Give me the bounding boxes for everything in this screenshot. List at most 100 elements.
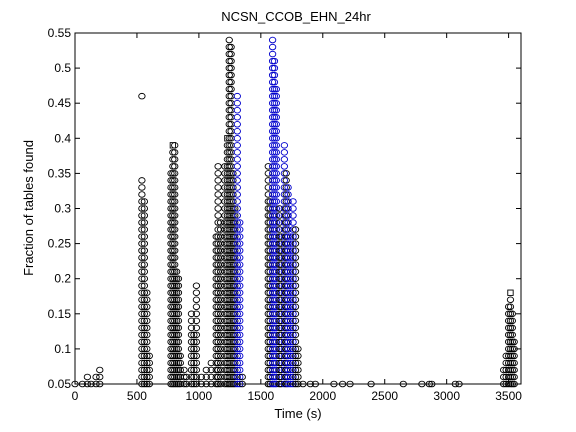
data-point [286, 240, 295, 247]
data-point [291, 338, 300, 346]
data-point [227, 78, 235, 86]
data-point [172, 268, 181, 275]
data-point [214, 205, 222, 212]
data-point [272, 261, 280, 268]
data-point [143, 345, 151, 353]
data-point [284, 184, 292, 191]
data-point [187, 373, 196, 381]
data-point [291, 310, 300, 318]
data-point [138, 310, 146, 318]
data-point [272, 170, 280, 177]
data-point [231, 233, 239, 240]
data-point [138, 331, 146, 339]
data-point [272, 331, 280, 339]
data-point [272, 163, 280, 170]
data-point [140, 359, 149, 367]
data-point [286, 303, 295, 311]
chart-title: NCSN_CCOB_EHN_24hr [221, 9, 371, 24]
data-point [508, 310, 516, 318]
data-point [227, 85, 235, 93]
data-point [140, 373, 149, 381]
data-point [138, 289, 146, 296]
data-point [272, 177, 280, 184]
data-point [284, 352, 292, 360]
data-point [291, 247, 300, 254]
data-point [508, 331, 516, 339]
data-point [236, 338, 244, 346]
data-point [286, 317, 295, 325]
data-point [171, 198, 179, 205]
y-tick-label: 0.55 [48, 26, 72, 40]
data-point [289, 268, 297, 275]
data-point [291, 282, 300, 289]
data-point [289, 317, 297, 325]
data-point [138, 366, 146, 374]
data-point [233, 142, 241, 149]
data-point [284, 366, 292, 374]
data-point [143, 373, 151, 381]
data-point [171, 177, 179, 184]
data-point [197, 373, 206, 381]
data-point [233, 261, 241, 268]
data-point [143, 352, 151, 360]
data-point [272, 121, 280, 128]
data-point [233, 135, 241, 142]
x-tick-label: 3500 [495, 389, 522, 403]
data-point [272, 142, 280, 149]
data-point [227, 64, 235, 72]
data-point [143, 289, 151, 296]
data-point [291, 226, 300, 233]
data-point [171, 205, 179, 212]
data-point [140, 296, 149, 304]
data-point [236, 226, 244, 233]
data-point [506, 296, 515, 304]
data-point [233, 338, 241, 346]
data-point [286, 352, 295, 360]
data-point [231, 345, 239, 353]
data-point [272, 184, 280, 191]
data-point [140, 331, 149, 339]
data-point [171, 261, 179, 268]
x-tick-label: 500 [127, 389, 147, 403]
data-point [233, 99, 241, 107]
data-point [138, 296, 146, 304]
data-point [280, 163, 289, 170]
data-point [289, 198, 297, 205]
data-point [180, 366, 188, 374]
data-point [284, 198, 292, 205]
data-point [138, 205, 146, 212]
y-axis-label: Fraction of tables found [21, 140, 36, 276]
data-point [192, 359, 201, 367]
data-point [174, 317, 183, 325]
y-tick-label: 0.15 [48, 307, 72, 321]
data-point [182, 373, 191, 381]
x-axis: 0 500 1000 1500 2000 2500 3000 3500 [72, 33, 522, 403]
data-point [192, 352, 201, 360]
data-point [289, 282, 297, 289]
data-point [236, 296, 244, 304]
data-point [190, 338, 198, 346]
data-point [231, 226, 239, 233]
x-tick-label: 3000 [433, 389, 460, 403]
data-point [289, 254, 297, 261]
data-point [231, 282, 239, 289]
data-point [171, 191, 179, 198]
data-point [233, 156, 241, 163]
data-point [138, 324, 146, 332]
data-point [224, 135, 231, 142]
data-point [236, 331, 244, 339]
data-point [507, 289, 514, 296]
data-point [138, 303, 146, 311]
data-point [272, 254, 280, 261]
data-point [272, 317, 280, 325]
data-point [233, 352, 241, 360]
y-tick-label: 0.1 [54, 342, 71, 356]
data-point [231, 247, 239, 254]
data-point [174, 338, 183, 346]
data-point [192, 289, 201, 296]
data-point [282, 177, 290, 184]
data-point [231, 373, 239, 381]
data-point [145, 352, 153, 360]
data-point [284, 254, 292, 261]
